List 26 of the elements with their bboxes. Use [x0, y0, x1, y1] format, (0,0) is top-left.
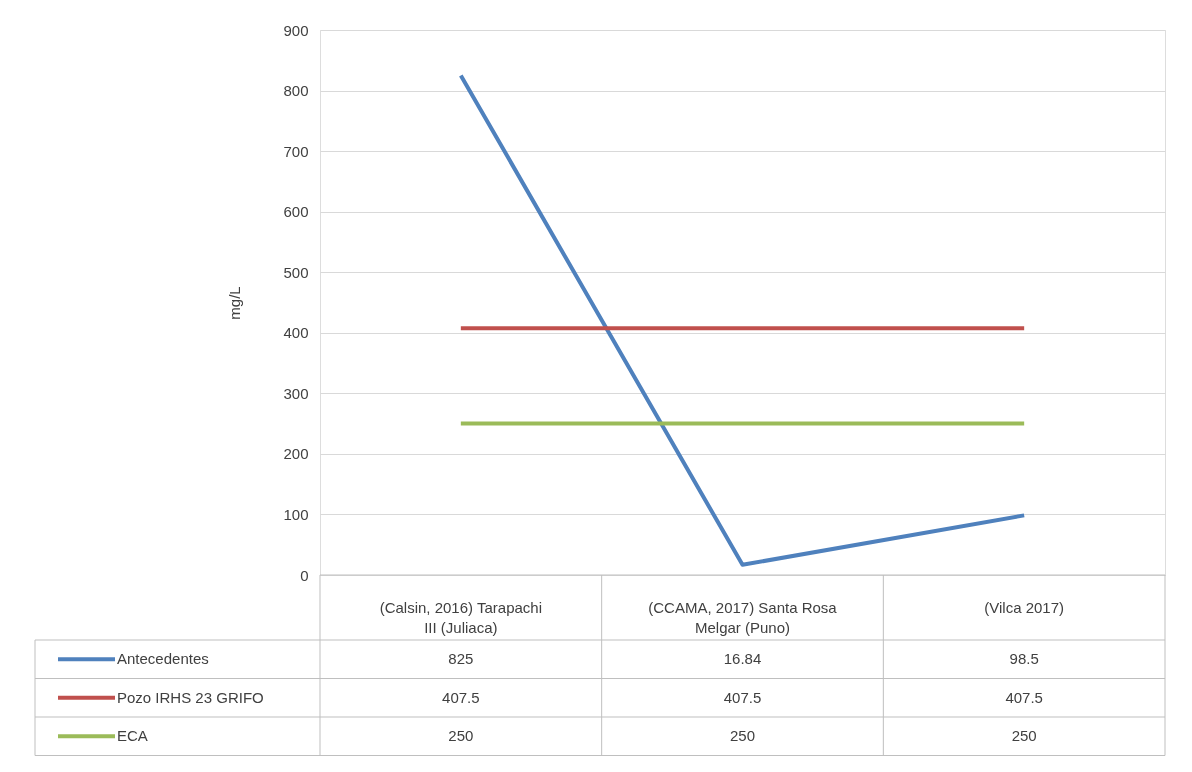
y-tick-label: 700 [283, 142, 309, 160]
data-label: 407.5 [723, 688, 762, 706]
legend-label: ECA [117, 727, 148, 745]
y-tick-label: 0 [300, 566, 309, 584]
y-tick-label: 200 [283, 445, 309, 463]
data-label: 250 [1011, 727, 1037, 745]
data-label: 825 [448, 650, 474, 668]
y-tick-label: 800 [283, 82, 309, 100]
y-tick-label: 300 [283, 384, 309, 402]
x-tick-label: (Vilca 2017) [984, 598, 1065, 616]
x-tick-label: (Calsin, 2016) Tarapachi III (Juliaca) [379, 598, 542, 636]
data-label: 250 [448, 727, 474, 745]
legend-label: Pozo IRHS 23 GRIFO [117, 688, 264, 706]
data-label: 250 [729, 727, 756, 745]
data-label: 407.5 [442, 688, 480, 706]
data-label: 407.5 [1005, 688, 1043, 706]
y-tick-label: 600 [283, 203, 309, 221]
y-tick-label: 900 [283, 21, 309, 39]
x-tick-label: (CCAMA, 2017) Santa Rosa Melgar (Puno) [648, 598, 838, 636]
data-label: 98.5 [1009, 650, 1039, 668]
y-tick-label: 100 [283, 505, 309, 523]
data-label: 16.84 [723, 650, 762, 668]
y-tick-label: 400 [283, 324, 309, 342]
y-tick-label: 500 [283, 263, 309, 281]
y-axis-title: mg/L [226, 286, 244, 320]
legend-label: Antecedentes [117, 650, 209, 668]
